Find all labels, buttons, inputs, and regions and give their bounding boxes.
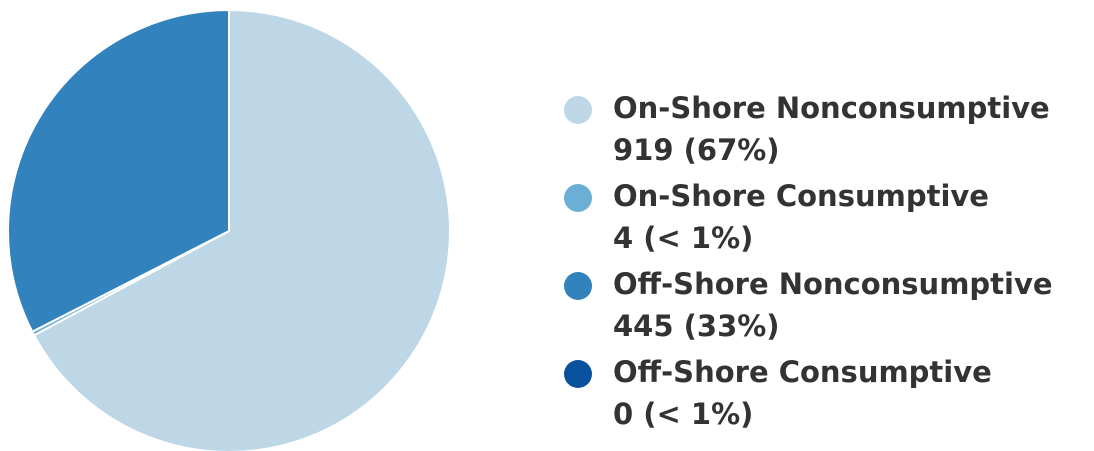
pie-slice	[7, 9, 230, 333]
legend-value: 4 (< 1%)	[613, 221, 753, 255]
legend-label: On-Shore Nonconsumptive	[613, 91, 1050, 125]
pie-slice	[33, 9, 451, 451]
legend-value: 0 (< 1%)	[613, 397, 753, 431]
legend-value: 445 (33%)	[613, 309, 780, 343]
legend-label: Off-Shore Consumptive	[613, 355, 992, 389]
legend-label: Off-Shore Nonconsumptive	[613, 267, 1053, 301]
legend-marker	[564, 96, 592, 124]
legend-value: 919 (67%)	[613, 133, 780, 167]
legend-marker	[564, 272, 592, 300]
legend-label: On-Shore Consumptive	[613, 179, 989, 213]
legend-marker	[564, 184, 592, 212]
legend-marker	[564, 360, 592, 388]
